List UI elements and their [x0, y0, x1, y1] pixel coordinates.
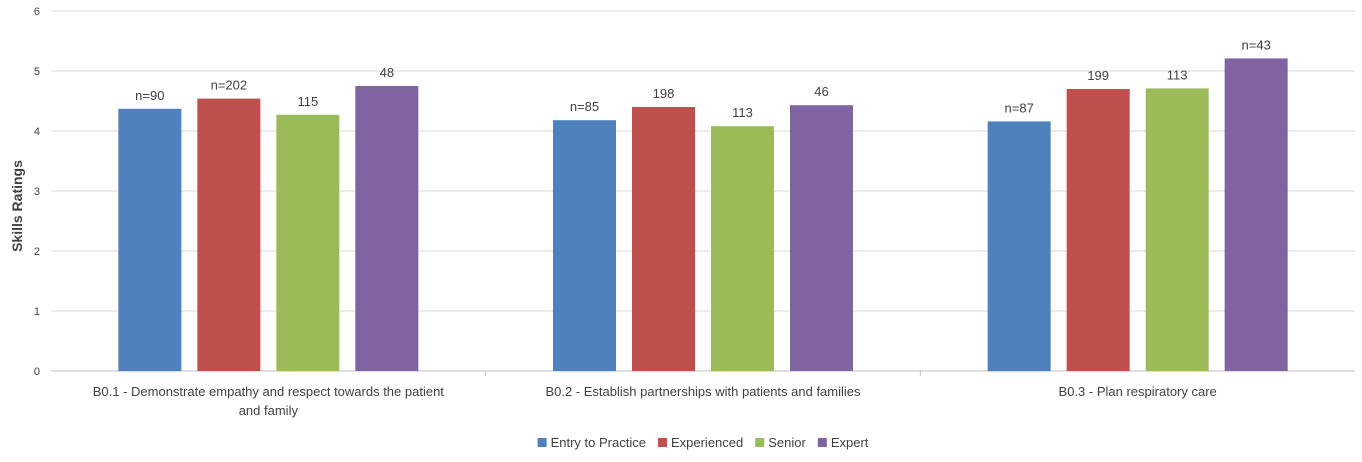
y-tick-label: 2	[34, 246, 40, 258]
y-tick-label: 6	[34, 6, 40, 18]
bar	[632, 107, 695, 371]
legend-item: Experienced	[657, 435, 743, 450]
y-tick-label: 1	[34, 306, 40, 318]
data-label: 113	[732, 105, 753, 120]
bar	[790, 105, 853, 371]
bar	[711, 126, 774, 371]
legend-swatch	[537, 438, 547, 447]
y-tick-label: 4	[34, 126, 40, 138]
legend-item: Expert	[817, 435, 869, 450]
data-label: n=90	[135, 88, 164, 103]
x-category-label: B0.1 - Demonstrate empathy and respect t…	[93, 384, 445, 399]
x-axis-categories: B0.1 - Demonstrate empathy and respect t…	[93, 384, 1217, 418]
legend-swatch	[657, 438, 667, 447]
legend-item: Senior	[755, 435, 806, 450]
gridlines	[51, 10, 1355, 376]
data-label: 48	[380, 65, 394, 80]
data-label: n=43	[1242, 37, 1271, 52]
legend-label: Expert	[831, 435, 869, 450]
data-label: n=202	[211, 78, 248, 93]
legend-swatch	[817, 438, 827, 447]
data-label: 199	[1087, 68, 1109, 83]
x-category-label: B0.3 - Plan respiratory care	[1059, 384, 1217, 399]
bar	[1145, 88, 1209, 372]
data-labels: n=90 n=202 115 48 n=85 198 113 46 n=87 199 113 n=43	[135, 37, 1271, 120]
legend-swatch	[755, 438, 765, 447]
data-label: 115	[297, 94, 318, 109]
data-label: 198	[653, 86, 675, 101]
data-label: n=87	[1005, 100, 1034, 115]
bar	[987, 121, 1051, 372]
bar	[1066, 89, 1130, 371]
bar	[276, 114, 340, 372]
bar	[118, 108, 182, 372]
data-label: 46	[814, 84, 828, 99]
legend-item: Entry to Practice	[537, 435, 646, 450]
y-tick-label: 0	[34, 366, 40, 378]
bars	[118, 58, 1288, 372]
y-axis-ticks: 0 1 2 3 4 5 6	[34, 6, 40, 378]
data-label: 113	[1167, 67, 1188, 82]
x-category-label: B0.2 - Establish partnerships with patie…	[545, 384, 861, 399]
legend-label: Senior	[768, 435, 806, 450]
legend: Entry to Practice Experienced Senior Expert	[537, 435, 869, 450]
x-category-label: and family	[239, 403, 299, 418]
y-axis-title: Skills Ratings	[9, 160, 25, 252]
y-tick-label: 3	[34, 186, 40, 198]
data-label: n=85	[570, 99, 599, 114]
y-tick-label: 5	[34, 66, 40, 78]
bar	[197, 98, 261, 371]
legend-label: Entry to Practice	[551, 435, 646, 450]
legend-label: Experienced	[671, 435, 743, 450]
bar	[1224, 58, 1288, 372]
bar	[355, 86, 419, 371]
bar	[553, 120, 616, 371]
